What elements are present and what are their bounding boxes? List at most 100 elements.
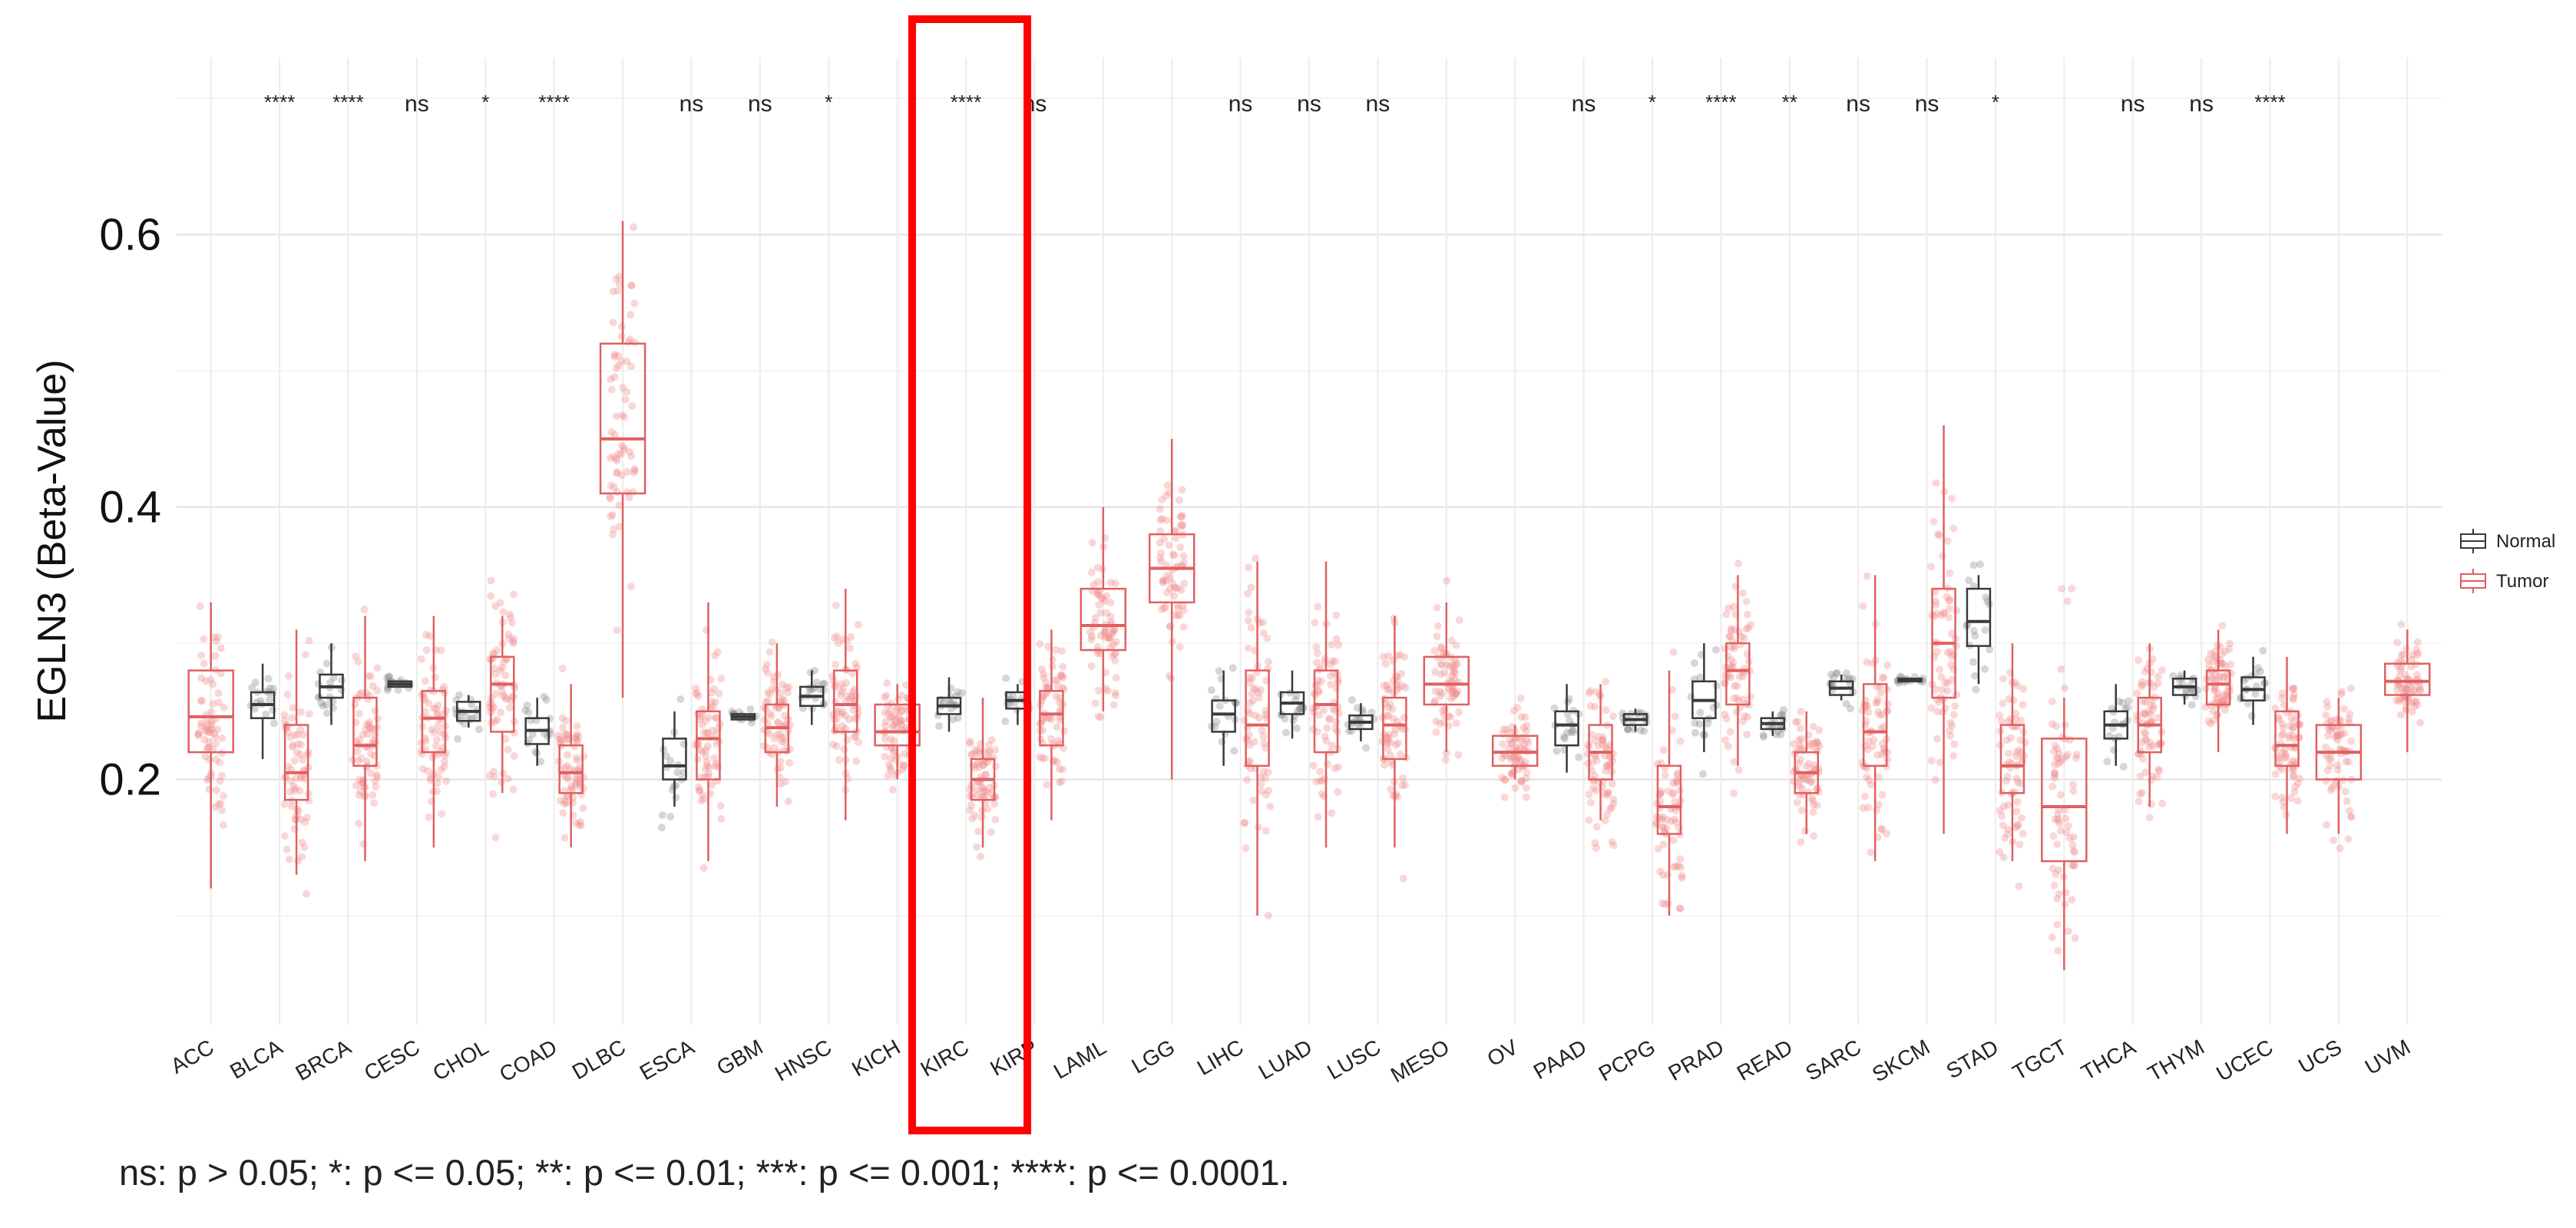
box-tumor-meso	[1423, 602, 1470, 753]
raw-data-point	[672, 794, 680, 802]
raw-data-point	[2015, 882, 2023, 890]
raw-data-point	[835, 756, 843, 764]
raw-data-point	[1255, 714, 1263, 722]
raw-data-point	[895, 712, 903, 721]
raw-data-point	[2396, 711, 2405, 719]
raw-data-point	[1036, 640, 1044, 649]
raw-data-point	[421, 708, 429, 715]
raw-data-point	[1320, 706, 1328, 715]
raw-data-point	[1672, 862, 1680, 870]
raw-data-point	[1982, 593, 1990, 602]
raw-data-point	[2331, 733, 2340, 741]
raw-data-point	[2138, 682, 2146, 691]
raw-data-point	[496, 599, 504, 607]
raw-data-point	[770, 744, 779, 752]
raw-data-point	[991, 746, 1000, 754]
raw-data-point	[1053, 682, 1062, 691]
raw-data-point	[2324, 731, 2333, 740]
raw-data-point	[713, 760, 720, 768]
raw-data-point	[1840, 674, 1849, 682]
raw-data-point	[2013, 778, 2022, 787]
raw-data-point	[698, 791, 706, 799]
raw-data-point	[977, 793, 986, 801]
raw-data-point	[1657, 787, 1665, 795]
raw-data-point	[212, 637, 220, 645]
raw-data-point	[2322, 711, 2330, 719]
raw-data-point	[2016, 779, 2025, 787]
raw-data-point	[832, 660, 839, 668]
raw-data-point	[2158, 799, 2167, 807]
raw-data-point	[1999, 853, 2008, 861]
raw-data-point	[1318, 677, 1326, 685]
raw-data-point	[1806, 742, 1814, 751]
raw-data-point	[2291, 782, 2300, 791]
raw-data-point	[355, 735, 363, 744]
raw-data-point	[1744, 624, 1752, 632]
raw-data-point	[2013, 798, 2022, 806]
raw-data-point	[2282, 753, 2290, 761]
raw-data-point	[1559, 733, 1568, 741]
raw-data-point	[703, 729, 711, 738]
raw-data-point	[1311, 619, 1319, 627]
raw-data-point	[2136, 790, 2144, 798]
raw-data-point	[1160, 604, 1169, 612]
raw-data-point	[1207, 686, 1215, 695]
raw-data-point	[2288, 685, 2297, 693]
raw-data-point	[1599, 733, 1607, 741]
raw-data-point	[1812, 738, 1820, 746]
box-normal-hnsc	[799, 670, 825, 725]
raw-data-point	[1100, 629, 1109, 637]
raw-data-point	[1658, 815, 1666, 824]
raw-data-point	[612, 454, 620, 463]
raw-data-point	[429, 705, 438, 712]
raw-data-point	[1516, 744, 1525, 752]
raw-data-point	[2052, 870, 2060, 878]
raw-data-point	[294, 740, 303, 748]
raw-data-point	[1730, 789, 1738, 797]
raw-data-point	[2325, 754, 2333, 763]
raw-data-point	[623, 467, 631, 476]
raw-data-point	[1747, 692, 1755, 701]
raw-data-point	[843, 637, 852, 645]
raw-data-point	[2187, 686, 2196, 695]
raw-data-point	[2012, 774, 2021, 783]
raw-data-point	[431, 673, 439, 682]
raw-data-point	[1654, 845, 1662, 853]
raw-data-point	[2211, 676, 2220, 685]
raw-data-point	[2279, 730, 2287, 738]
raw-data-point	[838, 721, 847, 730]
raw-data-point	[2330, 780, 2339, 788]
raw-data-point	[846, 644, 855, 652]
raw-data-point	[1436, 692, 1444, 700]
raw-data-point	[1431, 687, 1440, 695]
raw-data-point	[2138, 754, 2147, 763]
raw-data-point	[1327, 672, 1335, 680]
raw-data-point	[1432, 717, 1440, 725]
raw-data-point	[1976, 560, 1984, 569]
box-tumor-blca	[283, 629, 309, 875]
raw-data-point	[694, 783, 703, 791]
raw-data-point	[2056, 791, 2065, 799]
box-iqr	[1039, 689, 1064, 747]
raw-data-point	[837, 688, 845, 696]
raw-data-point	[287, 802, 296, 810]
raw-data-point	[1248, 690, 1256, 698]
raw-data-point	[1394, 739, 1402, 748]
raw-data-point	[1797, 725, 1804, 733]
raw-data-point	[1874, 773, 1883, 781]
raw-data-point	[2072, 754, 2080, 762]
raw-data-point	[973, 761, 981, 769]
raw-data-point	[298, 756, 306, 764]
raw-data-point	[2062, 814, 2070, 823]
raw-data-point	[1609, 841, 1618, 850]
raw-data-point	[778, 695, 786, 703]
raw-data-point	[2340, 705, 2348, 713]
x-tick-label-lusc: LUSC	[1323, 1035, 1384, 1084]
raw-data-point	[852, 757, 861, 765]
raw-data-point	[990, 800, 999, 808]
raw-data-point	[1946, 718, 1955, 727]
raw-data-point	[805, 685, 814, 694]
raw-data-point	[577, 817, 585, 826]
raw-data-point	[572, 754, 580, 762]
raw-data-point	[769, 678, 778, 685]
